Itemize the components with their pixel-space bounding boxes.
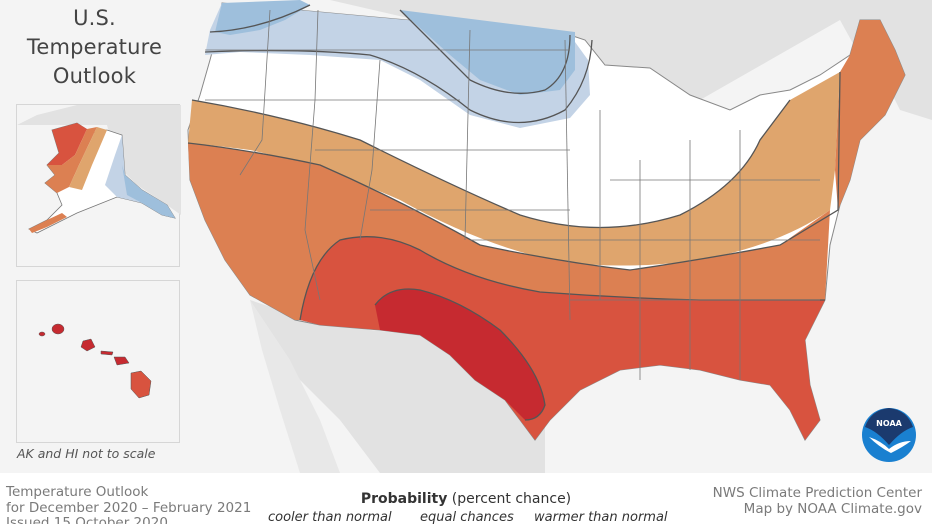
alaska-map bbox=[17, 105, 181, 234]
outlook-issued: Issued 15 October 2020 bbox=[6, 515, 168, 524]
legend-title-bold: Probability bbox=[360, 491, 448, 507]
warm-band-40-50 bbox=[188, 143, 830, 320]
credit-nws: NWS Climate Prediction Center bbox=[712, 485, 922, 501]
legend-cooler: cooler than normal bbox=[268, 510, 392, 524]
title-line-1: U.S. bbox=[73, 6, 116, 30]
outlook-info: Temperature Outlook for December 2020 – … bbox=[6, 484, 252, 524]
alaska-inset bbox=[16, 104, 181, 267]
credits: NWS Climate Prediction Center Map by NOA… bbox=[713, 485, 922, 517]
legend-warmer: warmer than normal bbox=[534, 510, 668, 524]
credit-noaa: Map by NOAA Climate.gov bbox=[743, 501, 922, 517]
conus-map bbox=[187, 0, 932, 473]
svg-text:NOAA: NOAA bbox=[876, 419, 902, 428]
baja-land bbox=[250, 300, 340, 473]
scale-note: AK and HI not to scale bbox=[17, 446, 156, 461]
hawaii-inset bbox=[16, 280, 180, 443]
map-area: U.S. Temperature Outlook AK and HI not t… bbox=[0, 0, 932, 473]
footer: Temperature Outlook for December 2020 – … bbox=[0, 473, 932, 524]
map-title: U.S. Temperature Outlook bbox=[12, 4, 177, 91]
title-line-3: Outlook bbox=[52, 64, 137, 88]
legend-equal: equal chances bbox=[420, 510, 514, 524]
warm-band-50-60 bbox=[300, 236, 825, 440]
outlook-title: Temperature Outlook bbox=[6, 484, 149, 500]
hawaii-map bbox=[38, 323, 152, 399]
legend-title: Probability (percent chance) bbox=[0, 491, 932, 507]
mexico-land bbox=[250, 300, 545, 473]
warm-band-60-70 bbox=[375, 289, 545, 420]
cool-band-40-50-nd bbox=[400, 10, 575, 95]
title-line-2: Temperature bbox=[26, 35, 163, 59]
warm-band-33-40 bbox=[188, 72, 840, 266]
legend-title-rest: (percent chance) bbox=[447, 491, 572, 507]
warm-band-40-50-ne bbox=[835, 20, 905, 210]
canada-land bbox=[190, 0, 932, 120]
outlook-period: for December 2020 – February 2021 bbox=[6, 499, 252, 516]
noaa-logo-icon[interactable]: NOAA bbox=[861, 407, 917, 463]
state-borders bbox=[205, 9, 820, 380]
legend-categories: cooler than normal equal chances warmer th… bbox=[268, 510, 668, 524]
cool-band-40-50-wa bbox=[215, 0, 310, 35]
